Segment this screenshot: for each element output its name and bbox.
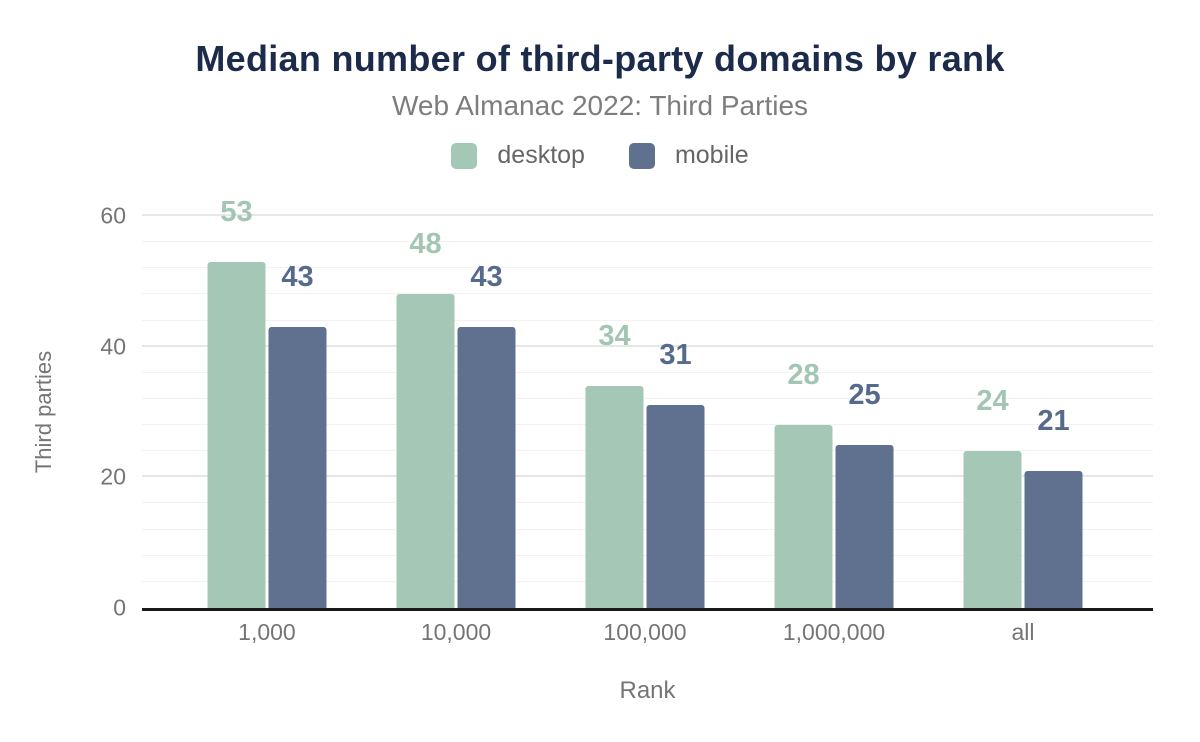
- y-tick-label: 60: [100, 202, 126, 229]
- x-tick-label: 1,000: [238, 619, 296, 645]
- bar-slot: 53: [207, 196, 266, 608]
- desktop-value-label: 53: [220, 195, 253, 228]
- minor-gridline: [142, 397, 1153, 399]
- bar-slot: 31: [646, 216, 705, 608]
- minor-gridline: [142, 241, 1153, 243]
- major-gridline: [142, 214, 1153, 216]
- mobile-bar[interactable]: [457, 327, 516, 608]
- y-tick-label: 20: [100, 463, 126, 490]
- bar-slot: 43: [268, 216, 327, 608]
- x-tick-label: 10,000: [420, 619, 492, 645]
- mobile-bar[interactable]: [1024, 470, 1083, 608]
- bar-group: 48 43: [396, 216, 516, 608]
- page-title: Median number of third-party domains by …: [195, 38, 1005, 79]
- legend: desktop mobile: [0, 141, 1200, 170]
- bar-group: 24 21: [963, 216, 1083, 608]
- bar-slot: 43: [457, 216, 516, 608]
- desktop-bar[interactable]: [585, 385, 644, 608]
- desktop-value-label: 48: [409, 228, 442, 261]
- legend-item-mobile[interactable]: mobile: [628, 141, 749, 170]
- minor-gridline: [142, 293, 1153, 295]
- mobile-swatch-icon: [628, 142, 655, 169]
- bar-slot: 25: [835, 216, 894, 608]
- major-gridline: [142, 344, 1153, 347]
- x-axis-line: [142, 608, 1153, 611]
- bar-group: 34 31: [585, 216, 705, 608]
- legend-label-mobile: mobile: [674, 141, 749, 169]
- y-tick-label: 40: [100, 333, 126, 360]
- y-axis-labels: 0 20 40 60: [0, 203, 126, 621]
- bar-group: 28 25: [774, 216, 894, 608]
- desktop-swatch-icon: [451, 142, 478, 169]
- desktop-bar[interactable]: [963, 451, 1022, 608]
- mobile-value-label: 43: [470, 261, 503, 294]
- x-tick-label: 100,000: [603, 619, 687, 645]
- mobile-bar[interactable]: [646, 405, 705, 608]
- desktop-value-label: 24: [976, 385, 1009, 418]
- mobile-value-label: 21: [1037, 404, 1070, 437]
- minor-gridline: [142, 319, 1153, 321]
- legend-label-desktop: desktop: [497, 141, 585, 169]
- x-axis-title: Rank: [619, 677, 676, 704]
- legend-item-desktop[interactable]: desktop: [451, 141, 585, 170]
- bar-slot: 48: [396, 216, 455, 608]
- x-tick-label: all: [1011, 619, 1035, 645]
- mobile-value-label: 25: [848, 378, 881, 411]
- mobile-value-label: 43: [281, 261, 314, 294]
- mobile-bar[interactable]: [268, 327, 327, 608]
- y-tick-label: 0: [113, 594, 126, 621]
- desktop-bar[interactable]: [774, 425, 833, 608]
- bar-slot: 24: [963, 216, 1022, 608]
- desktop-value-label: 28: [787, 359, 820, 392]
- minor-gridline: [142, 371, 1153, 373]
- bar-slot: 21: [1024, 216, 1083, 608]
- bar-slot: 28: [774, 216, 833, 608]
- x-axis-labels: 1,000 10,000 100,000 1,000,000 all: [142, 619, 1153, 647]
- mobile-bar[interactable]: [835, 444, 894, 608]
- bar-slot: 34: [585, 216, 644, 608]
- x-tick-label: 1,000,000: [782, 619, 886, 645]
- mobile-value-label: 31: [659, 339, 692, 372]
- plot-area: 53 43 48 43 34 31 28 25 24 21: [142, 196, 1153, 611]
- desktop-bar[interactable]: [207, 261, 266, 608]
- bar-group: 53 43: [207, 196, 327, 608]
- minor-gridline: [142, 267, 1153, 269]
- desktop-value-label: 34: [598, 319, 631, 352]
- chart-subtitle: Web Almanac 2022: Third Parties: [391, 90, 809, 121]
- desktop-bar[interactable]: [396, 294, 455, 608]
